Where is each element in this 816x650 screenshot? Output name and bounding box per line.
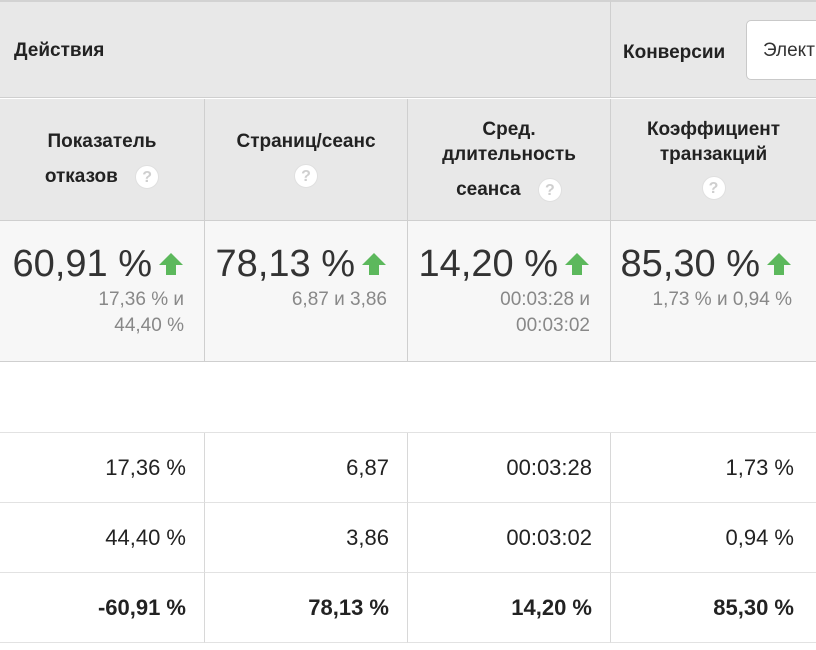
column-header-avg-session-duration[interactable]: Сред. длительность сеанса ? xyxy=(408,99,611,221)
summary-value: 60,91 % xyxy=(12,243,152,285)
table-cell-change: 85,30 % xyxy=(611,573,816,643)
column-header-transaction-rate[interactable]: Коэффициент транзакций ? xyxy=(611,99,816,221)
table-cell-change: -60,91 % xyxy=(0,573,205,643)
help-icon[interactable]: ? xyxy=(294,164,318,188)
column-header-label: сеанса xyxy=(456,179,521,200)
help-icon[interactable]: ? xyxy=(135,164,160,189)
conversions-label: Конверсии xyxy=(623,42,726,63)
table-cell: 00:03:28 xyxy=(408,433,611,503)
arrow-up-icon xyxy=(767,253,791,275)
actions-label: Действия xyxy=(14,40,105,61)
column-header-label: Показатель xyxy=(47,131,157,152)
column-header-label: длительность xyxy=(442,144,576,165)
help-icon[interactable]: ? xyxy=(537,177,562,202)
arrow-up-icon xyxy=(362,253,386,275)
summary-cell-avg-session-duration: 14,20 % 00:03:28 и 00:03:02 xyxy=(408,221,611,362)
table-cell: 6,87 xyxy=(205,433,408,503)
summary-cell-bounce-rate: 60,91 % 17,36 % и 44,40 % xyxy=(0,221,205,362)
actions-group-header: Действия xyxy=(0,0,610,98)
column-header-label: отказов xyxy=(44,166,118,187)
summary-comparison: 00:03:28 и 00:03:02 xyxy=(500,289,590,336)
help-icon[interactable]: ? xyxy=(701,176,726,200)
column-header-label: Коэффициент xyxy=(646,119,781,140)
column-header-pages-per-session[interactable]: Страниц/сеанс ? xyxy=(205,99,408,221)
summary-comparison: 1,73 % и 0,94 % xyxy=(652,289,792,310)
summary-comparison: 6,87 и 3,86 xyxy=(291,289,387,310)
column-header-label: Страниц/сеанс xyxy=(236,131,376,152)
summary-comparison: 17,36 % и 44,40 % xyxy=(98,289,184,336)
divider xyxy=(0,432,816,433)
table-cell: 17,36 % xyxy=(0,433,205,503)
summary-value: 14,20 % xyxy=(418,243,558,285)
table-cell: 3,86 xyxy=(205,503,408,573)
conversions-select-value: Элект xyxy=(763,40,815,61)
table-cell: 00:03:02 xyxy=(408,503,611,573)
arrow-up-icon xyxy=(565,253,589,275)
table-cell-change: 78,13 % xyxy=(205,573,408,643)
conversions-group-header: Конверсии Элект xyxy=(610,0,816,98)
arrow-up-icon xyxy=(159,253,183,275)
column-header-label: Сред. xyxy=(482,119,536,140)
summary-value: 85,30 % xyxy=(620,243,760,285)
column-header-bounce-rate[interactable]: Показатель отказов ? xyxy=(0,99,205,221)
summary-cell-pages-per-session: 78,13 % 6,87 и 3,86 xyxy=(205,221,408,362)
conversions-select[interactable]: Элект xyxy=(746,20,816,80)
table-cell: 0,94 % xyxy=(611,503,816,573)
table-cell-change: 14,20 % xyxy=(408,573,611,643)
table-cell: 44,40 % xyxy=(0,503,205,573)
column-header-label: транзакций xyxy=(659,144,768,165)
summary-cell-transaction-rate: 85,30 % 1,73 % и 0,94 % xyxy=(611,221,816,362)
summary-value: 78,13 % xyxy=(215,243,355,285)
table-cell: 1,73 % xyxy=(611,433,816,503)
